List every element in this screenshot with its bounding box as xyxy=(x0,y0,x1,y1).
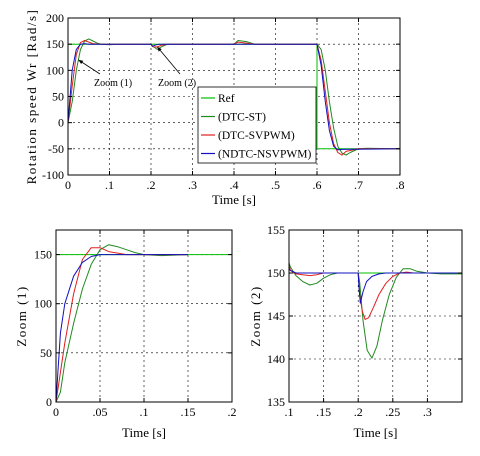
x-tick-label: .2 xyxy=(228,405,237,419)
y-tick-label: -100 xyxy=(42,168,64,182)
x-tick-label: 0 xyxy=(65,178,71,192)
legend-entry: Ref xyxy=(218,93,235,105)
y-tick-label: 140 xyxy=(267,352,285,366)
annotation-label: Zoom (1) xyxy=(94,78,132,89)
legend-box xyxy=(197,86,317,164)
series-line-ndtcnsvpwm xyxy=(68,43,400,151)
x-tick-label: .25 xyxy=(385,405,400,419)
x-tick-label: .2 xyxy=(354,405,363,419)
x-tick-label: .4 xyxy=(230,178,239,192)
x-tick-label: .3 xyxy=(188,178,197,192)
y-axis-label: Rotation speed Wr [Rad/s] xyxy=(24,9,39,185)
x-tick-label: .15 xyxy=(181,405,196,419)
x-tick-label: .1 xyxy=(285,405,294,419)
y-tick-label: 145 xyxy=(267,309,285,323)
legend-entry: (DTC-SVPWM) xyxy=(218,130,295,142)
annotation-arrowhead xyxy=(78,59,84,65)
y-tick-label: 150 xyxy=(267,266,285,280)
y-tick-label: 200 xyxy=(46,11,64,25)
x-tick-label: 0 xyxy=(53,405,59,419)
x-tick-label: .1 xyxy=(105,178,114,192)
legend-entry: (DTC-ST) xyxy=(218,112,266,124)
y-axis-label: Zoom (2) xyxy=(248,285,263,346)
y-tick-label: 150 xyxy=(46,37,64,51)
y-tick-label: 50 xyxy=(40,346,52,360)
legend-entry: (NDTC-NSVPWM) xyxy=(218,149,311,161)
x-tick-label: .8 xyxy=(396,178,405,192)
series-line-ndtcnsvpwm xyxy=(289,269,462,304)
y-tick-label: 150 xyxy=(34,248,52,262)
y-tick-label: 135 xyxy=(267,395,285,409)
y-tick-label: 0 xyxy=(58,116,64,130)
x-tick-label: .1 xyxy=(140,405,149,419)
x-tick-label: .3 xyxy=(423,405,432,419)
x-tick-label: .6 xyxy=(313,178,322,192)
annotation-arrowhead xyxy=(157,46,162,52)
x-axis-label: Time [s] xyxy=(212,192,256,207)
x-tick-label: .2 xyxy=(147,178,156,192)
x-tick-label: .05 xyxy=(93,405,108,419)
chart-main: 0 .1 .2 .3 .4 .5 .6 .7 .8 -100 -50 0 50 100 150 200 Time… xyxy=(24,9,405,207)
chart-zoom1: 0 .05 .1 .15 .2 0 50 100 150 Time [s] Zoom (1) xyxy=(14,229,237,440)
series-line-ndtcnsvpwm xyxy=(56,254,188,402)
annotation-label: Zoom (2) xyxy=(158,78,196,89)
x-tick-label: .15 xyxy=(316,405,331,419)
x-axis-label: Time [s] xyxy=(122,425,166,440)
x-tick-label: .5 xyxy=(271,178,280,192)
y-tick-label: -50 xyxy=(48,142,64,156)
chart-zoom2: .1 .15 .2 .25 .3 135 140 145 150 155 Time [s] Zoom … xyxy=(248,223,463,440)
y-axis-label: Zoom (1) xyxy=(14,285,29,346)
y-tick-label: 100 xyxy=(46,63,64,77)
y-tick-label: 155 xyxy=(267,223,285,237)
annotation-arrow xyxy=(156,46,181,75)
legend: Ref (DTC-ST) (DTC-SVPWM) (NDTC-NSVPWM) xyxy=(197,86,317,164)
series-line-dtcst xyxy=(289,262,462,359)
x-axis-label: Time [s] xyxy=(354,425,398,440)
y-tick-label: 50 xyxy=(52,90,64,104)
x-tick-label: .7 xyxy=(354,178,363,192)
y-tick-label: 0 xyxy=(46,395,52,409)
y-tick-label: 100 xyxy=(34,297,52,311)
